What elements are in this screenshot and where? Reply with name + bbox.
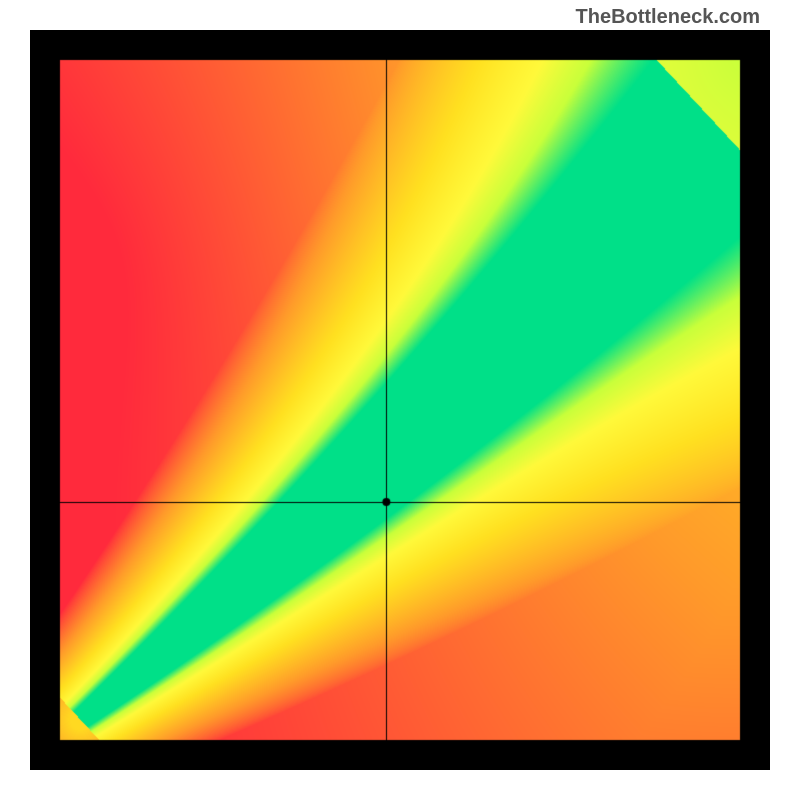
bottleneck-heatmap <box>30 30 770 770</box>
watermark-text: TheBottleneck.com <box>576 6 760 29</box>
chart-container: TheBottleneck.com <box>0 0 800 800</box>
